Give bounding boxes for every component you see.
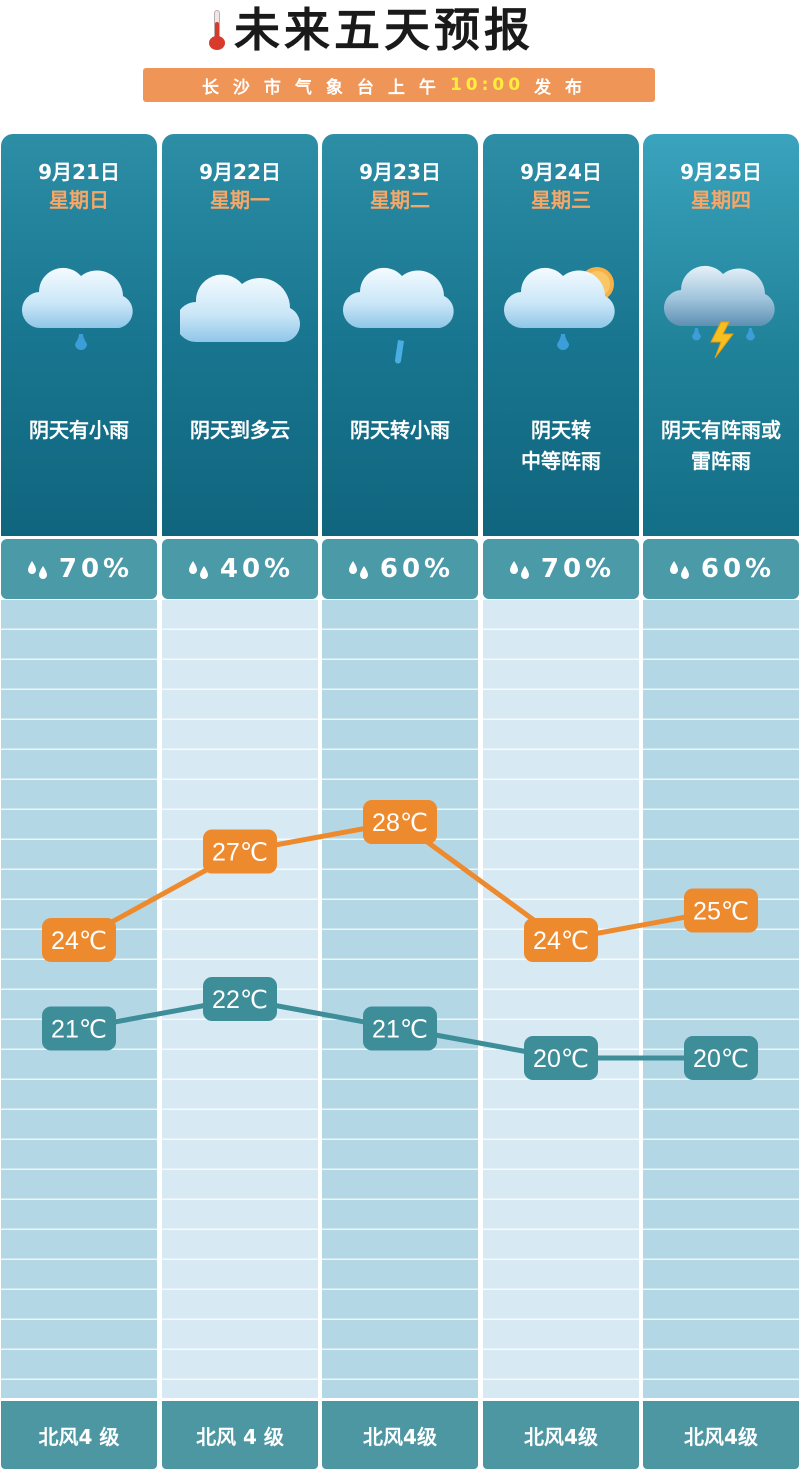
day-description: 阴天到多云 (190, 418, 290, 442)
day-weekday: 星期三 (531, 188, 591, 212)
day-weekday: 星期四 (691, 188, 751, 212)
wind-info: 北风4 级 (1, 1401, 157, 1469)
day-description: 阴天有小雨 (29, 418, 129, 442)
wind-info: 北风4级 (322, 1401, 478, 1469)
day-weekday: 星期一 (210, 188, 270, 212)
day-card: 9月24日 星期三 阴天转 中等阵雨 (483, 134, 639, 536)
day-card: 9月25日 星期四 阴天有阵雨或 雷阵雨 (643, 134, 799, 536)
day-weekday: 星期日 (49, 188, 109, 212)
wind-info: 北风4级 (643, 1401, 799, 1469)
day-card: 9月22日 星期一 阴天到多云 (162, 134, 318, 536)
rain-probability-value: 60% (379, 554, 455, 584)
rain-probability-value: 70% (58, 554, 134, 584)
day-date: 9月21日 (38, 160, 120, 184)
day-date: 9月22日 (199, 160, 281, 184)
cloud-rain-streak-icon (342, 267, 454, 364)
raindrop-icon (669, 561, 689, 579)
thunderstorm-icon (663, 265, 775, 359)
cloud-sun-rain-icon (503, 267, 615, 350)
banner-time: 10:00 (449, 75, 525, 95)
day-date: 9月24日 (520, 160, 602, 184)
chart-band (162, 600, 318, 1398)
day-date: 9月23日 (359, 160, 441, 184)
wind-info: 北风 4 级 (162, 1401, 318, 1469)
raindrop-icon (348, 561, 368, 579)
rain-probability: 70% (483, 539, 639, 599)
header: 未来五天预报 (0, 0, 800, 60)
chart-band (322, 600, 478, 1398)
day-card: 9月21日 星期日 阴天有小雨 (1, 134, 157, 536)
chart-band (1, 600, 157, 1398)
day-date: 9月25日 (680, 160, 762, 184)
rain-probability: 60% (322, 539, 478, 599)
raindrop-icon (509, 561, 529, 579)
rain-probability: 70% (1, 539, 157, 599)
raindrop-icon (27, 561, 47, 579)
cloud-light-rain-icon (21, 267, 133, 350)
rain-probability-value: 70% (540, 554, 616, 584)
day-weekday: 星期二 (370, 188, 430, 212)
wind-info: 北风4级 (483, 1401, 639, 1469)
day-description: 阴天转 中等阵雨 (521, 418, 601, 473)
thermometer-icon (207, 10, 227, 50)
day-description: 阴天转小雨 (350, 418, 450, 442)
rain-probability-value: 40% (219, 554, 295, 584)
banner-suffix: 发布 (534, 77, 597, 98)
page-title: 未来五天预报 (234, 3, 534, 57)
rain-probability-value: 60% (700, 554, 776, 584)
cloud-icon (180, 274, 300, 342)
chart-band (483, 600, 639, 1398)
banner-prefix: 长沙市气象台上午 (201, 77, 450, 98)
chart-band (643, 600, 799, 1398)
rain-probability: 40% (162, 539, 318, 599)
issue-banner: 长沙市气象台上午 10:00 发布 (143, 68, 655, 102)
day-description: 阴天有阵雨或 雷阵雨 (661, 418, 781, 473)
rain-probability: 60% (643, 539, 799, 599)
day-card: 9月23日 星期二 阴天转小雨 (322, 134, 478, 536)
raindrop-icon (188, 561, 208, 579)
